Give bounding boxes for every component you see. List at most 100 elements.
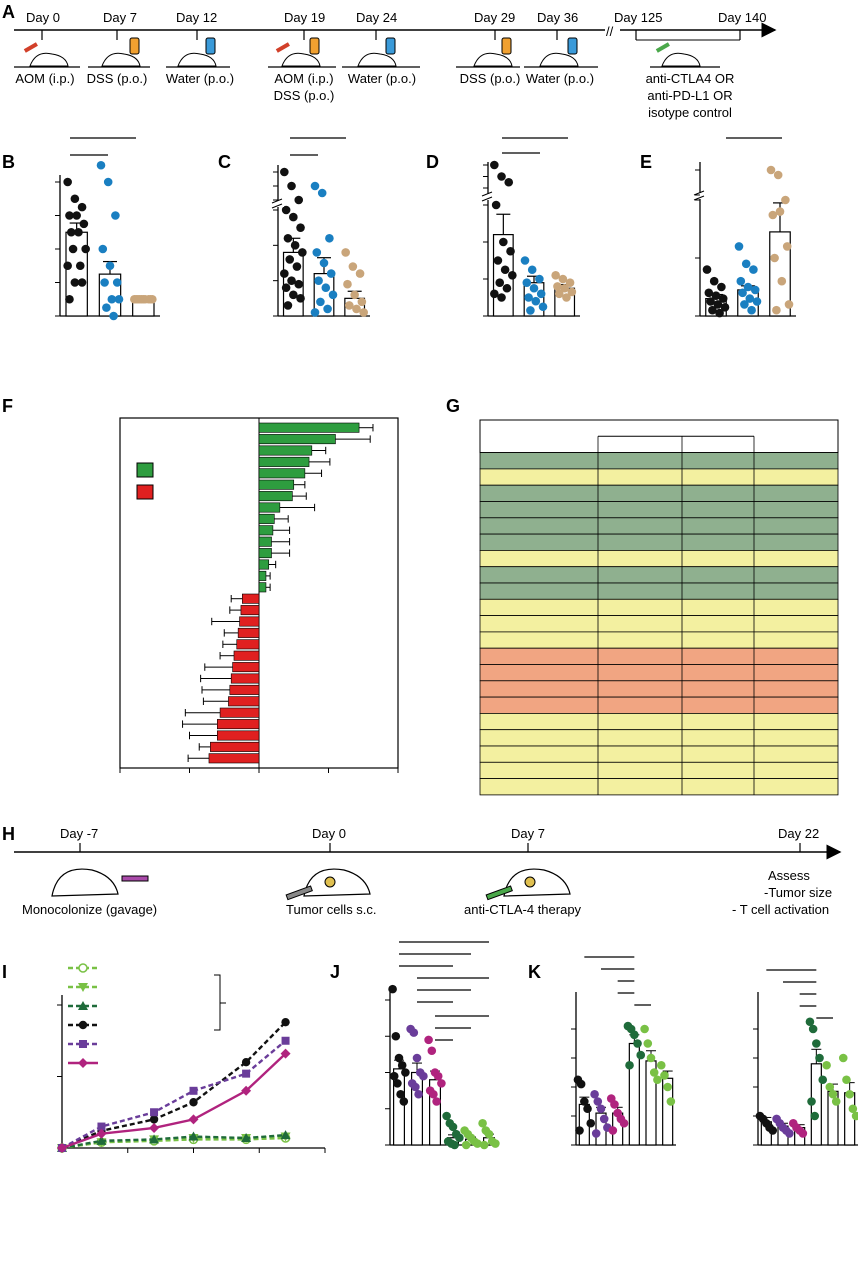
data-point bbox=[75, 261, 85, 271]
bar bbox=[237, 627, 260, 638]
data-point bbox=[842, 1075, 851, 1085]
table-row bbox=[479, 468, 839, 486]
bar bbox=[258, 502, 281, 513]
step-label: DSS (p.o.) bbox=[87, 71, 148, 86]
day-label: Day 7 bbox=[511, 826, 545, 841]
data-point bbox=[103, 177, 113, 187]
data-point bbox=[718, 294, 728, 303]
data-point bbox=[414, 1089, 423, 1099]
panel-label-k: K bbox=[528, 962, 541, 982]
mouse-icon bbox=[275, 37, 321, 67]
data-point bbox=[586, 1118, 596, 1128]
data-point bbox=[321, 283, 331, 293]
data-point bbox=[531, 296, 541, 306]
data-point bbox=[292, 262, 302, 271]
data-point bbox=[419, 1071, 428, 1081]
data-point bbox=[78, 1020, 88, 1030]
data-point bbox=[599, 1114, 609, 1124]
data-point bbox=[65, 211, 74, 220]
data-point bbox=[344, 301, 354, 310]
data-point bbox=[455, 1133, 464, 1143]
data-point bbox=[68, 244, 78, 254]
data-point bbox=[736, 276, 746, 286]
data-point bbox=[189, 1086, 198, 1095]
data-point bbox=[310, 308, 320, 317]
data-point bbox=[704, 288, 714, 298]
data-point bbox=[702, 265, 712, 274]
bar bbox=[258, 434, 336, 445]
data-point bbox=[558, 274, 568, 284]
data-point bbox=[65, 294, 74, 304]
data-point bbox=[653, 1075, 662, 1085]
assess-label: -Tumor size bbox=[764, 885, 832, 900]
data-point bbox=[734, 242, 744, 251]
data-point bbox=[429, 1089, 438, 1099]
data-point bbox=[437, 1079, 446, 1088]
panel-h: Day -7 Day 0 Day 7 Day 22 Monocolonize (… bbox=[14, 826, 842, 917]
data-point bbox=[775, 207, 785, 216]
data-point bbox=[747, 305, 756, 315]
data-point bbox=[448, 1122, 458, 1132]
data-point bbox=[845, 1089, 854, 1099]
mouse-icon bbox=[101, 37, 141, 67]
data-point bbox=[98, 244, 108, 254]
data-point bbox=[490, 289, 499, 299]
axis-break bbox=[694, 193, 706, 199]
panel-label-f: F bbox=[2, 396, 13, 416]
data-point bbox=[100, 278, 109, 287]
axis-break-a: // bbox=[606, 24, 614, 39]
data-point bbox=[708, 305, 717, 315]
data-point bbox=[591, 1129, 601, 1138]
timeline-a-steps: AOM (i.p.) DSS (p.o.) Water (p.o.) AOM (… bbox=[15, 71, 734, 120]
data-point bbox=[798, 1129, 808, 1138]
data-point bbox=[294, 195, 304, 205]
panel-label-j: J bbox=[330, 962, 340, 982]
data-point bbox=[96, 1128, 107, 1139]
data-point bbox=[241, 1132, 252, 1142]
timeline-a-days: Day 0 Day 7 Day 12 Day 19 Day 24 Day 29 … bbox=[26, 10, 766, 25]
data-point bbox=[818, 1075, 828, 1085]
data-point bbox=[348, 262, 358, 271]
data-point bbox=[296, 294, 305, 303]
data-point bbox=[608, 1126, 618, 1135]
data-point bbox=[63, 261, 72, 271]
series-line bbox=[61, 1133, 286, 1150]
data-point bbox=[815, 1053, 824, 1063]
axis-break-mark bbox=[481, 196, 493, 202]
data-point bbox=[583, 1104, 592, 1114]
data-point bbox=[411, 1082, 420, 1092]
axis-break-mark bbox=[481, 191, 493, 197]
bar bbox=[242, 593, 260, 604]
legend-swatch-enriched bbox=[136, 462, 154, 478]
data-point bbox=[70, 278, 80, 287]
panel-label-i: I bbox=[2, 962, 7, 982]
data-point bbox=[554, 289, 564, 299]
bar bbox=[230, 673, 260, 684]
data-point bbox=[114, 294, 124, 304]
bar bbox=[258, 570, 267, 581]
data-point bbox=[497, 293, 506, 302]
axis-break bbox=[272, 201, 284, 207]
data-point bbox=[491, 200, 501, 210]
day-label: Day 140 bbox=[718, 10, 766, 25]
data-point bbox=[805, 1017, 815, 1027]
bar bbox=[210, 741, 260, 752]
data-point bbox=[135, 294, 145, 304]
treatment-label: anti-PD-L1 OR bbox=[647, 88, 732, 103]
step-label: AOM (i.p.) bbox=[15, 71, 74, 86]
axis-break-mark bbox=[693, 195, 705, 201]
data-point bbox=[502, 283, 512, 293]
data-point bbox=[493, 256, 503, 265]
data-point bbox=[78, 963, 88, 973]
data-point bbox=[283, 233, 293, 243]
treatment-label: isotype control bbox=[648, 105, 732, 120]
table-row bbox=[479, 729, 839, 747]
mouse-icon bbox=[485, 868, 571, 901]
axis-break-mark bbox=[271, 198, 283, 204]
day-label: Day 24 bbox=[356, 10, 397, 25]
data-point bbox=[424, 1035, 433, 1045]
data-point bbox=[522, 278, 532, 288]
day-label: Day 36 bbox=[537, 10, 578, 25]
bar bbox=[229, 684, 260, 695]
